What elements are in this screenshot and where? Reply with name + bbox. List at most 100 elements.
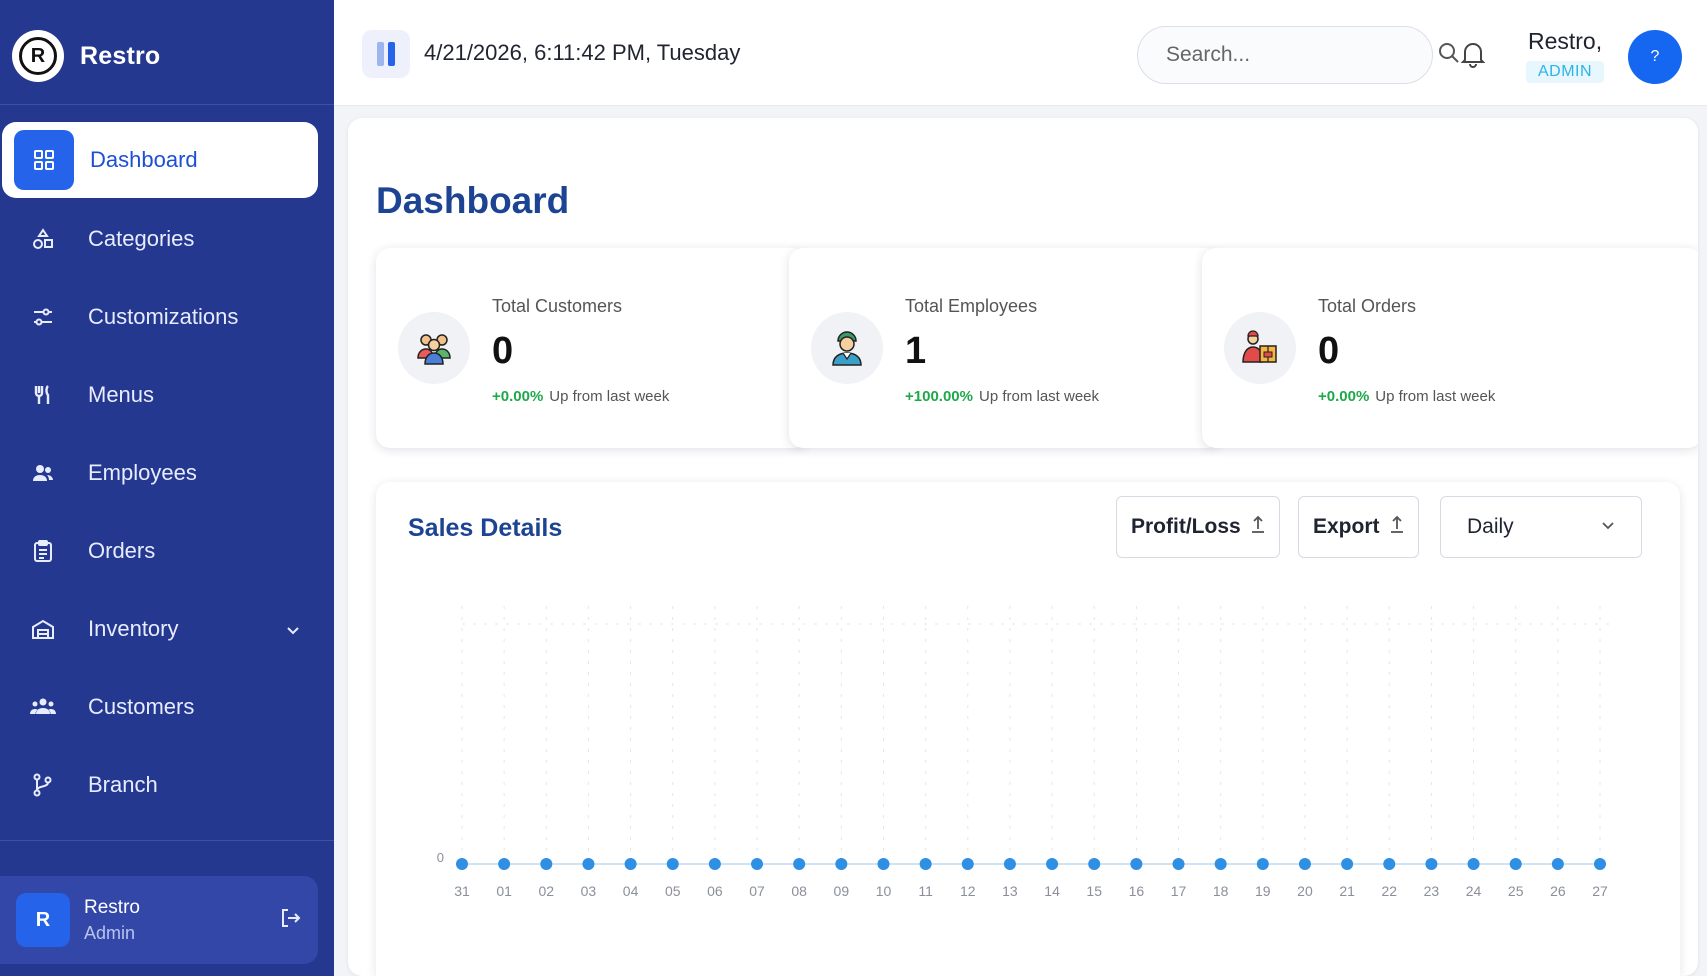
- sales-details-card: Sales Details Profit/Loss Export Daily 0…: [376, 482, 1680, 976]
- categories-icon: [30, 226, 56, 252]
- x-tick-label: 11: [918, 883, 933, 899]
- x-tick-label: 04: [623, 883, 639, 899]
- logout-icon[interactable]: [278, 906, 302, 935]
- data-point: [582, 858, 595, 870]
- x-tick-label: 09: [834, 883, 850, 899]
- sidebar-item-dashboard[interactable]: Dashboard: [2, 122, 318, 198]
- avatar[interactable]: ?: [1628, 30, 1682, 84]
- x-tick-label: 06: [707, 883, 723, 899]
- x-tick-label: 01: [496, 883, 512, 899]
- data-point: [877, 858, 890, 870]
- sales-chart: 0 31 01 02 03 04 05 06 07 08 09 10 11 12 13 14 15 16 17 18 1…: [437, 606, 1614, 899]
- stat-change: +0.00%: [492, 388, 544, 405]
- sidebar-item-orders[interactable]: Orders: [0, 512, 334, 590]
- sidebar-item-label: Customizations: [88, 304, 239, 329]
- upload-icon: [1251, 515, 1265, 539]
- stat-change-text: Up from last week: [1375, 388, 1496, 405]
- data-point: [1256, 858, 1269, 870]
- sidebar-item-categories[interactable]: Categories: [0, 200, 334, 278]
- stat-title: Total Employees: [905, 296, 1038, 316]
- x-tick-label: 10: [876, 883, 892, 899]
- x-tick-label: 18: [1213, 883, 1229, 899]
- sidebar-toggle-button[interactable]: [362, 30, 410, 78]
- x-tick-label: 08: [791, 883, 807, 899]
- x-tick-label: 20: [1297, 883, 1313, 899]
- data-point: [1298, 858, 1311, 870]
- x-tick-label: 16: [1129, 883, 1145, 899]
- data-point: [1509, 858, 1522, 870]
- x-tick-label: 03: [581, 883, 597, 899]
- data-point: [540, 858, 553, 870]
- data-point: [835, 858, 848, 870]
- x-tick-label: 23: [1424, 883, 1440, 899]
- stat-trend: +100.00% Up from last week: [905, 388, 1099, 405]
- customers-group-icon: [398, 312, 470, 384]
- x-tick-label: 25: [1508, 883, 1524, 899]
- search-box: [1137, 26, 1459, 84]
- warehouse-icon: [30, 616, 56, 642]
- sidebar-item-inventory[interactable]: Inventory: [0, 590, 334, 668]
- top-header: 4/21/2026, 6:11:42 PM, Tuesday Restro, A…: [334, 0, 1707, 106]
- period-select[interactable]: Daily: [1440, 496, 1642, 558]
- data-point: [919, 858, 932, 870]
- brand-logo-letter: R: [19, 37, 57, 75]
- stat-card-employees: Total Employees 1 +100.00% Up from last w…: [789, 248, 1221, 448]
- data-point: [1594, 858, 1606, 870]
- data-point: [1425, 858, 1438, 870]
- sidebar-item-label: Inventory: [88, 616, 179, 641]
- data-point: [666, 858, 679, 870]
- sidebar-nav: Dashboard Categories Customizations Menu…: [0, 122, 334, 824]
- chevron-down-icon: [1601, 515, 1615, 539]
- employee-person-icon: [811, 312, 883, 384]
- sidebar-item-employees[interactable]: Employees: [0, 434, 334, 512]
- header-user-name: Restro,: [1527, 28, 1603, 54]
- profit-loss-button[interactable]: Profit/Loss: [1116, 496, 1280, 558]
- sidebar-item-label: Employees: [88, 460, 197, 485]
- user-name: Restro: [84, 896, 140, 918]
- data-point: [456, 858, 468, 870]
- avatar: R: [16, 893, 70, 947]
- branch-icon: [30, 772, 56, 798]
- employees-icon: [30, 460, 56, 486]
- dashboard-icon: [14, 130, 74, 190]
- delivery-orders-icon: [1224, 312, 1296, 384]
- sidebar-item-menus[interactable]: Menus: [0, 356, 334, 434]
- y-tick-label: 0: [437, 850, 444, 865]
- user-meta: Restro Admin: [84, 897, 140, 944]
- sales-title: Sales Details: [408, 514, 563, 542]
- x-tick-label: 12: [960, 883, 976, 899]
- sidebar-item-branch[interactable]: Branch: [0, 746, 334, 824]
- search-input[interactable]: [1166, 43, 1437, 67]
- header-user-info[interactable]: Restro, ADMIN: [1526, 28, 1605, 83]
- x-tick-label: 27: [1592, 883, 1608, 899]
- sidebar-divider: [0, 840, 334, 841]
- data-point: [1341, 858, 1354, 870]
- user-role: Admin: [84, 922, 136, 943]
- brand[interactable]: R Restro: [12, 30, 160, 82]
- x-tick-label: 24: [1466, 883, 1482, 899]
- search-icon[interactable]: [1437, 41, 1461, 70]
- x-tick-label: 22: [1381, 883, 1397, 899]
- data-point: [498, 858, 511, 870]
- stat-trend: +0.00% Up from last week: [1318, 388, 1495, 405]
- upload-icon: [1390, 515, 1404, 539]
- data-point: [793, 858, 806, 870]
- export-button[interactable]: Export: [1298, 496, 1419, 558]
- sidebar-item-customers[interactable]: Customers: [0, 668, 334, 746]
- toggle-bar: [388, 42, 395, 66]
- clipboard-icon: [30, 538, 56, 564]
- x-tick-label: 05: [665, 883, 681, 899]
- data-point: [1046, 858, 1059, 870]
- data-point: [1467, 858, 1480, 870]
- sidebar: R Restro Dashboard Categories Customizat…: [0, 0, 334, 976]
- x-tick-label: 19: [1255, 883, 1271, 899]
- fork-knife-icon: [30, 382, 56, 408]
- sidebar-user-card[interactable]: R Restro Admin: [0, 876, 318, 964]
- chevron-down-icon[interactable]: [286, 618, 300, 644]
- data-point: [1551, 858, 1564, 870]
- stat-card-customers: Total Customers 0 +0.00% Up from last wee…: [376, 248, 808, 448]
- sidebar-item-customizations[interactable]: Customizations: [0, 278, 334, 356]
- sliders-icon: [30, 304, 56, 330]
- bell-icon[interactable]: [1460, 40, 1486, 73]
- data-point: [1130, 858, 1143, 870]
